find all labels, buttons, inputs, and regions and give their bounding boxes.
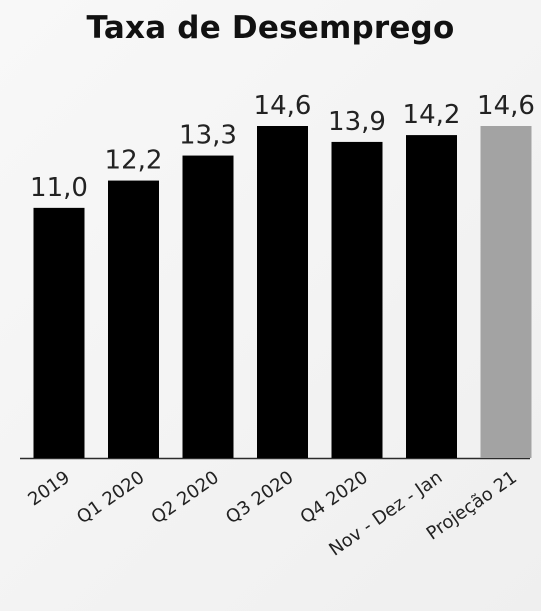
data-label-4: 13,9 — [328, 107, 386, 137]
bar-3 — [257, 126, 308, 458]
data-label-3: 14,6 — [254, 91, 312, 121]
x-tick-label-1: Q1 2020 — [73, 467, 148, 528]
x-tick-label-3: Q3 2020 — [222, 467, 297, 528]
data-label-6: 14,6 — [477, 91, 535, 121]
bar-2 — [182, 155, 234, 458]
data-label-1: 12,2 — [105, 146, 163, 176]
bar-5 — [406, 135, 457, 458]
chart-title: Taxa de Desemprego — [86, 10, 455, 46]
bar-0 — [33, 207, 85, 458]
bar-1 — [108, 180, 159, 458]
x-tick-label-2: Q2 2020 — [148, 467, 223, 528]
x-tick-label-0: 2019 — [24, 467, 74, 510]
data-label-2: 13,3 — [179, 121, 237, 151]
data-label-5: 14,2 — [403, 100, 461, 130]
bar-6 — [480, 126, 532, 458]
bar-4 — [331, 141, 383, 459]
data-label-0: 11,0 — [30, 173, 88, 203]
